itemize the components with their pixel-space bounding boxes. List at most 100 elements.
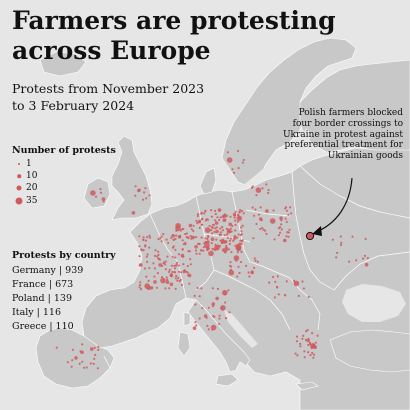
protest-dot xyxy=(285,220,288,223)
protest-dot xyxy=(186,271,189,274)
protest-dot xyxy=(156,272,159,275)
protest-dot xyxy=(314,341,317,344)
protest-dot xyxy=(228,242,231,246)
protest-dot xyxy=(228,222,232,227)
protest-dot xyxy=(176,279,179,282)
protest-dot xyxy=(195,252,198,255)
protest-dot xyxy=(146,253,149,256)
protest-dot xyxy=(239,260,243,264)
protest-dot xyxy=(245,264,248,267)
protest-dot xyxy=(214,243,217,246)
protest-dot xyxy=(201,307,204,310)
protest-dot xyxy=(215,226,218,229)
land-masses xyxy=(35,37,410,410)
protest-dot xyxy=(242,158,245,162)
protest-dot xyxy=(253,266,256,269)
protest-dot xyxy=(253,214,256,217)
protest-dot xyxy=(331,238,334,241)
country-row: Italy | 116 xyxy=(12,307,62,318)
protest-dot xyxy=(229,268,232,271)
protest-dot xyxy=(200,218,203,221)
denmark-land xyxy=(199,167,217,195)
protest-dot xyxy=(180,283,183,287)
protest-dot xyxy=(134,194,137,197)
protest-dot xyxy=(144,245,147,248)
protest-dot xyxy=(279,226,282,229)
protest-dot xyxy=(175,229,178,232)
protest-dot xyxy=(285,235,288,238)
protest-dot xyxy=(224,301,227,304)
protest-dot xyxy=(175,264,178,267)
protest-dot xyxy=(78,362,81,365)
protest-dot xyxy=(145,275,148,278)
protest-dot xyxy=(152,262,155,265)
country-row: Poland | 139 xyxy=(12,293,73,304)
protest-dot xyxy=(225,227,228,230)
protest-dot xyxy=(237,167,240,170)
protest-dot xyxy=(177,253,181,256)
legend-label: 20 xyxy=(26,183,38,193)
protest-dot xyxy=(182,243,185,246)
protest-dot xyxy=(199,249,203,252)
protest-dot xyxy=(159,237,162,240)
protest-dot xyxy=(157,257,161,261)
protest-dot xyxy=(198,295,201,298)
border-line xyxy=(103,355,111,369)
protest-dot xyxy=(180,271,183,274)
protest-dot xyxy=(229,264,232,267)
protest-dot xyxy=(162,233,165,236)
protest-dot xyxy=(200,236,203,239)
protest-dot xyxy=(251,206,254,209)
protest-dot xyxy=(167,270,171,273)
protest-dot xyxy=(214,248,217,252)
protest-dot xyxy=(253,257,256,260)
protest-dot xyxy=(236,244,239,247)
protest-dot xyxy=(177,264,181,267)
protest-dot xyxy=(217,244,220,247)
protest-dot xyxy=(335,256,338,259)
protest-dot xyxy=(197,242,200,245)
protest-dot xyxy=(240,250,243,254)
legend-title: Number of protests xyxy=(12,145,116,156)
protest-dot xyxy=(255,222,258,226)
border-line xyxy=(245,209,291,217)
protest-dot xyxy=(288,228,291,231)
protest-dot xyxy=(362,257,365,260)
protest-dot xyxy=(228,311,231,314)
protest-dot xyxy=(182,263,185,266)
protest-dot xyxy=(182,270,185,273)
legend-label: 35 xyxy=(26,196,38,206)
protest-dot xyxy=(293,279,296,282)
protest-dot xyxy=(211,302,216,306)
protest-dot xyxy=(196,222,199,225)
legend-item: 10 xyxy=(12,170,37,182)
protest-dot xyxy=(188,223,193,228)
protest-dot xyxy=(241,239,244,242)
protest-dot xyxy=(189,263,192,266)
protest-dot xyxy=(145,197,148,200)
protest-dot xyxy=(274,280,277,283)
protest-dot xyxy=(303,356,306,359)
protest-dot xyxy=(90,190,96,196)
protest-dot xyxy=(175,234,178,237)
protest-dot xyxy=(226,230,231,234)
protest-dot xyxy=(170,264,173,267)
protest-dot xyxy=(221,225,224,229)
protest-dot xyxy=(283,293,287,297)
protest-dot xyxy=(214,212,217,216)
protest-dot xyxy=(165,276,168,279)
italy-land xyxy=(187,299,251,373)
protest-dot xyxy=(339,243,343,247)
protest-dot xyxy=(83,366,86,369)
protest-dot xyxy=(194,249,198,252)
protest-dot xyxy=(179,229,182,232)
protest-dot xyxy=(171,255,174,258)
protest-dot xyxy=(139,281,142,284)
protest-dot xyxy=(160,264,164,268)
protest-dot xyxy=(276,275,279,278)
protest-dot xyxy=(181,248,184,251)
protest-dot xyxy=(216,216,219,219)
protest-dot xyxy=(200,223,203,226)
protest-dot xyxy=(240,230,243,233)
protest-dot xyxy=(200,211,203,214)
